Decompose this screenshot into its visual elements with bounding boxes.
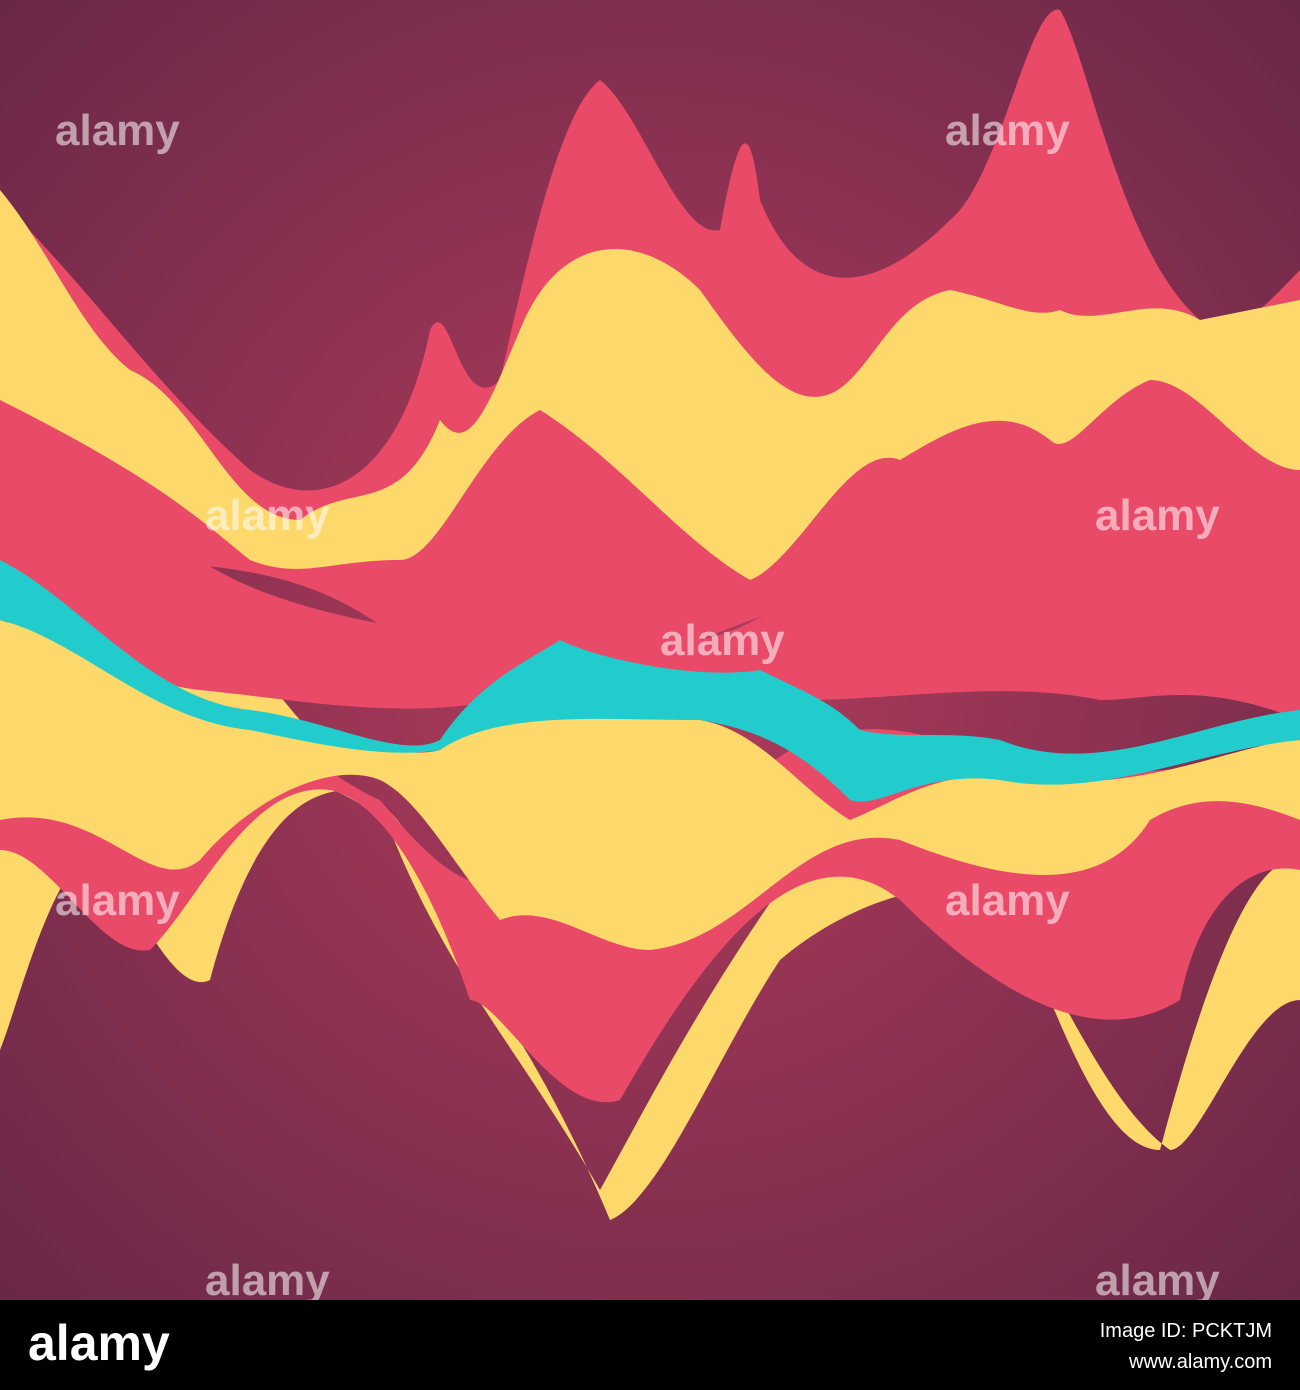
watermarks: alamy alamy alamy alamy alamy alamy alamy alamy… <box>55 106 1220 1305</box>
watermark: alamy <box>55 876 180 925</box>
watermark: alamy <box>945 876 1070 925</box>
watermark: alamy <box>205 491 330 540</box>
image-id: Image ID: PCKTJM <box>1100 1320 1272 1342</box>
watermark: alamy <box>1095 491 1220 540</box>
footer-logo: alamy <box>28 1315 170 1371</box>
watermark: alamy <box>55 106 180 155</box>
wave-red-middle <box>0 476 1300 720</box>
wave-cyan <box>0 560 1300 802</box>
footer-bar <box>0 1300 1300 1390</box>
watermark: alamy <box>945 106 1070 155</box>
watermark: alamy <box>1095 1256 1220 1305</box>
watermark: alamy <box>205 1256 330 1305</box>
wave-yellow-middle <box>0 576 1300 950</box>
footer-url: www.alamy.com <box>1128 1351 1272 1373</box>
wave-yellow-top <box>0 190 1300 580</box>
watermark: alamy <box>660 616 785 665</box>
